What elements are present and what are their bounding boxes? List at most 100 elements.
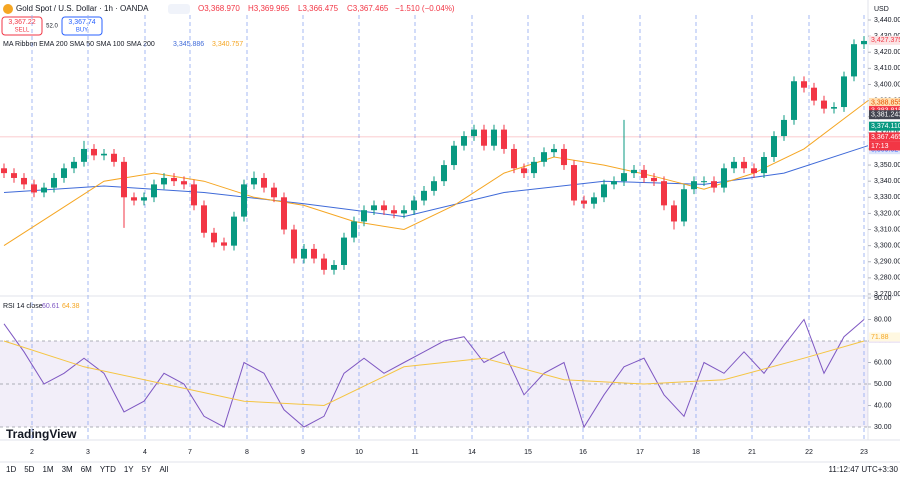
- y-tick-label: 3,420.00: [874, 49, 900, 56]
- candle-body: [671, 205, 677, 222]
- candle-body: [611, 181, 617, 185]
- candle-body: [681, 189, 687, 222]
- clock: 11:12:47 UTC+3:30: [829, 465, 899, 474]
- candle-body: [111, 153, 117, 162]
- price-tag: [869, 132, 900, 142]
- x-tick-label: 11: [411, 449, 418, 456]
- candle-body: [661, 181, 667, 206]
- range-button[interactable]: 1Y: [124, 465, 134, 474]
- candle-body: [561, 148, 567, 166]
- x-tick-label: 22: [805, 449, 813, 456]
- x-tick-label: 15: [524, 449, 532, 456]
- candle-body: [81, 148, 87, 162]
- candle-body: [571, 165, 577, 201]
- price-tag-label: 3,427.375: [871, 37, 900, 44]
- rsi-ma-value: 64.38: [62, 303, 80, 310]
- x-tick-label: 4: [143, 449, 147, 456]
- candle-body: [91, 148, 97, 156]
- candle-body: [731, 161, 737, 169]
- candle-body: [341, 237, 347, 265]
- close: C3,367.465: [347, 4, 389, 13]
- status-badge: [168, 4, 190, 14]
- candle-body: [331, 264, 337, 270]
- sell-price: 3,367.22: [8, 19, 35, 26]
- range-button[interactable]: 5D: [24, 465, 34, 474]
- range-button[interactable]: 5Y: [142, 465, 152, 474]
- candle-body: [751, 168, 757, 174]
- rsi-tick-label: 80.00: [874, 316, 892, 323]
- x-tick-label: 21: [748, 449, 756, 456]
- sell-label: SELL: [15, 28, 30, 34]
- candle-body: [281, 197, 287, 230]
- y-tick-label: 3,320.00: [874, 210, 900, 217]
- candle-body: [151, 184, 157, 198]
- candle-body: [501, 129, 507, 149]
- symbol: Gold Spot / U.S. Dollar · 1h · OANDA: [16, 4, 149, 13]
- y-tick-label: 3,340.00: [874, 178, 900, 185]
- price-tag-label: 3,374.110: [871, 123, 900, 130]
- x-tick-label: 9: [301, 449, 305, 456]
- candle-body: [691, 181, 697, 190]
- y-tick-label: 3,290.00: [874, 259, 900, 266]
- candle-body: [591, 197, 597, 204]
- candle-body: [51, 177, 57, 188]
- y-tick-label: 3,310.00: [874, 226, 900, 233]
- candle-body: [531, 161, 537, 174]
- price-tag: [869, 97, 900, 107]
- y-tick-label: 3,410.00: [874, 65, 900, 72]
- currency: USD: [874, 6, 889, 13]
- countdown-bg: [869, 141, 900, 151]
- y-tick-label: 3,330.00: [874, 194, 900, 201]
- high: H3,369.965: [248, 4, 290, 13]
- ma-value: 3,340.757: [212, 41, 243, 48]
- candle-body: [41, 187, 47, 193]
- range-button[interactable]: YTD: [100, 465, 116, 474]
- price-tag: [869, 121, 900, 131]
- candle-body: [841, 76, 847, 108]
- candle-body: [791, 81, 797, 120]
- range-button[interactable]: 1D: [6, 465, 16, 474]
- x-tick-label: 7: [188, 449, 192, 456]
- buy-button[interactable]: [61, 16, 103, 36]
- price-tag: [869, 332, 900, 342]
- range-button[interactable]: 3M: [62, 465, 73, 474]
- candle-body: [231, 216, 237, 246]
- x-tick-label: 14: [468, 449, 476, 456]
- candle-body: [581, 200, 587, 204]
- candle-body: [641, 169, 647, 178]
- candle-body: [801, 81, 807, 88]
- candle-body: [141, 197, 147, 201]
- candle-body: [701, 181, 707, 183]
- candle-body: [721, 168, 727, 188]
- buy-label: BUY: [76, 28, 88, 34]
- y-tick-label: 3,350.00: [874, 162, 900, 169]
- range-button[interactable]: All: [159, 465, 168, 474]
- candle-body: [161, 177, 167, 185]
- candle-body: [371, 205, 377, 211]
- rsi-tick-label: 40.00: [874, 402, 892, 409]
- y-tick-label: 3,270.00: [874, 291, 900, 298]
- candle-body: [311, 248, 317, 259]
- price-tag: [869, 110, 900, 120]
- candle-body: [211, 232, 217, 243]
- y-tick-label: 3,440.00: [874, 17, 900, 24]
- candle-body: [431, 181, 437, 191]
- candle-body: [771, 136, 777, 157]
- low: L3,366.475: [298, 4, 339, 13]
- rsi-line: [3, 340, 865, 407]
- candle-body: [11, 173, 17, 178]
- range-button[interactable]: 6M: [81, 465, 92, 474]
- rsi-tick-label: 50.00: [874, 381, 892, 388]
- candle-body: [421, 190, 427, 201]
- candle-body: [121, 161, 127, 198]
- candle-body: [761, 157, 767, 174]
- candle-body: [381, 205, 387, 211]
- y-tick-label: 3,400.00: [874, 81, 900, 88]
- candle-body: [171, 177, 177, 182]
- candle-body: [251, 177, 257, 185]
- range-button[interactable]: 1M: [42, 465, 53, 474]
- candle-body: [631, 169, 637, 174]
- x-tick-label: 8: [245, 449, 249, 456]
- price-tag-label: 3,367.465: [871, 134, 900, 141]
